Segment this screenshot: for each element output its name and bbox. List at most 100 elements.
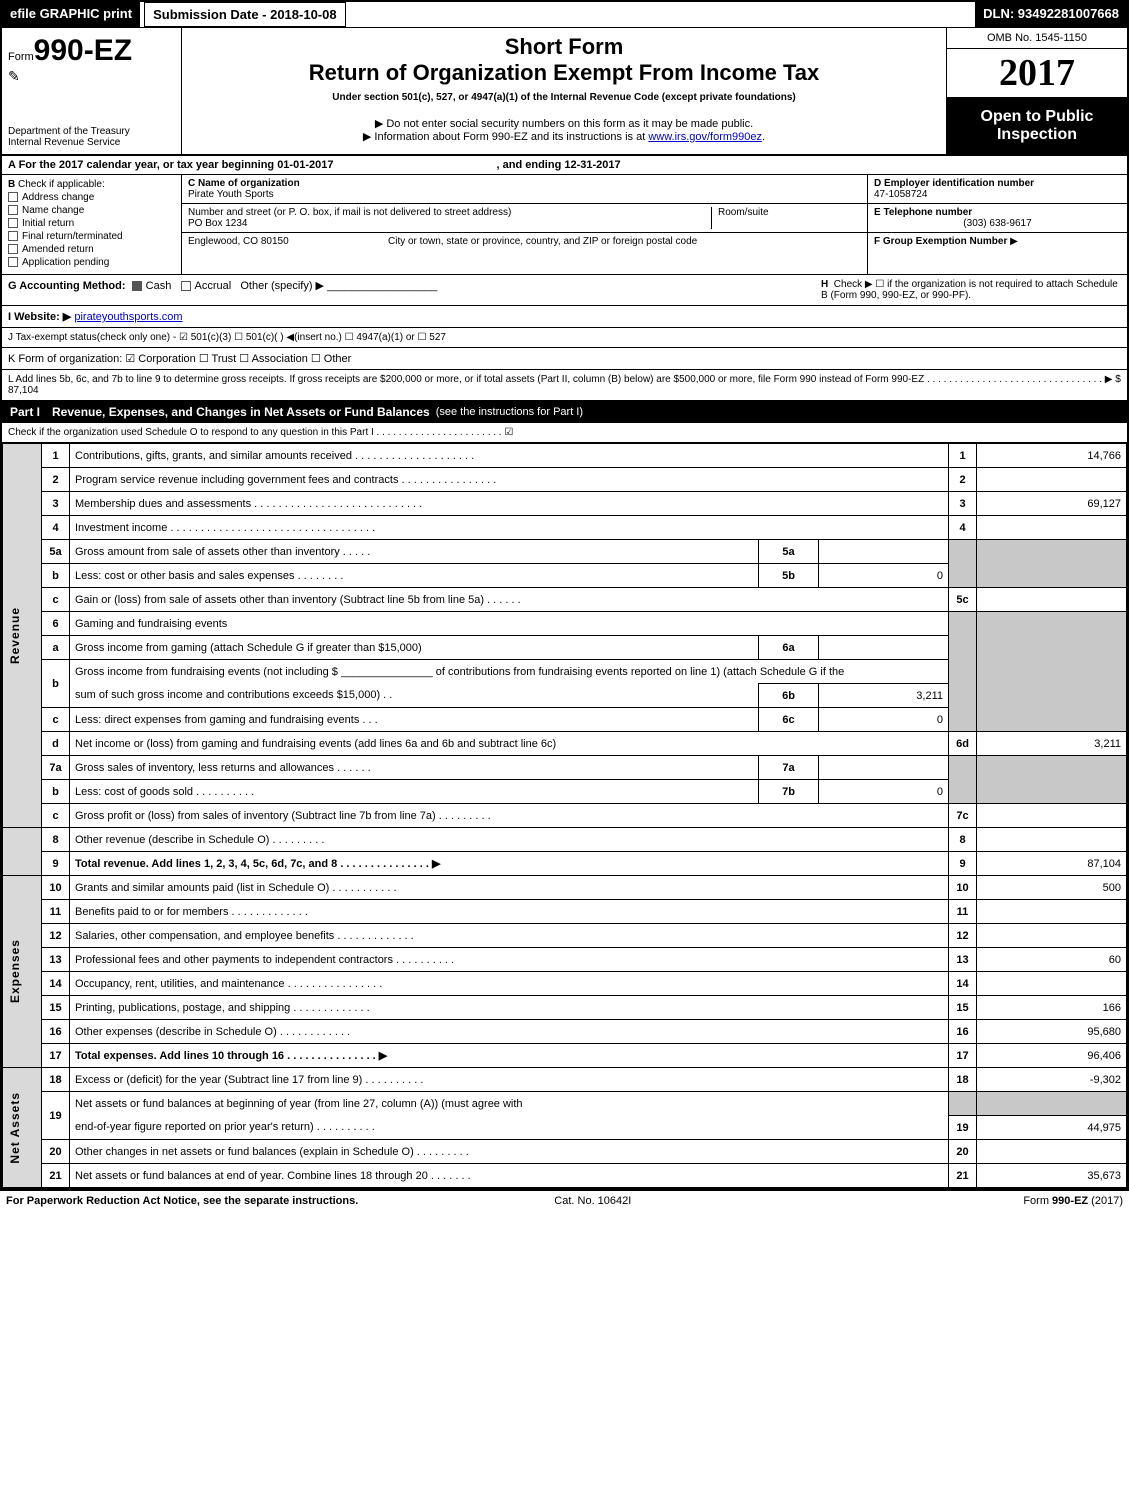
org-street-row: Number and street (or P. O. box, if mail… [182, 204, 867, 233]
table-row: 17Total expenses. Add lines 10 through 1… [3, 1044, 1127, 1068]
form-prefix: Form [8, 51, 34, 63]
tax-year: 2017 [947, 49, 1127, 98]
short-form-label: Short Form [192, 34, 936, 60]
table-row: d Net income or (loss) from gaming and f… [3, 732, 1127, 756]
part-1-check-line: Check if the organization used Schedule … [2, 423, 1127, 443]
org-city-row: Englewood, CO 80150 City or town, state … [182, 233, 867, 250]
side-expenses: Expenses [3, 876, 42, 1068]
I-label: I Website: ▶ [8, 311, 71, 323]
table-row: 21Net assets or fund balances at end of … [3, 1164, 1127, 1188]
form-title: Return of Organization Exempt From Incom… [192, 60, 936, 86]
form-hints: ▶ Do not enter social security numbers o… [192, 117, 936, 143]
chk-name-change[interactable]: Name change [8, 205, 175, 216]
open-to-public-badge: Open to Public Inspection [947, 98, 1127, 154]
form-header-right: OMB No. 1545-1150 2017 Open to Public In… [947, 28, 1127, 154]
section-C-org-info: C Name of organization Pirate Youth Spor… [182, 175, 867, 274]
table-row: 19 Net assets or fund balances at beginn… [3, 1092, 1127, 1116]
form-number-block: Form990-EZ ✎ [8, 34, 175, 85]
line-G-H: G Accounting Method: Cash Accrual Other … [2, 275, 1127, 306]
line-A-taxyear: A For the 2017 calendar year, or tax yea… [2, 156, 1127, 175]
amt-10: 500 [977, 876, 1127, 900]
table-row: 8 Other revenue (describe in Schedule O)… [3, 828, 1127, 852]
efile-badge: efile GRAPHIC print [2, 2, 140, 27]
footer-paperwork: For Paperwork Reduction Act Notice, see … [6, 1195, 358, 1207]
ein-value: 47-1058724 [874, 189, 1121, 200]
table-row: 3 Membership dues and assessments . . . … [3, 492, 1127, 516]
chk-initial-return[interactable]: Initial return [8, 218, 175, 229]
section-DEF: D Employer identification number 47-1058… [867, 175, 1127, 274]
dln-badge: DLN: 93492281007668 [975, 2, 1127, 27]
room-label: Room/suite [718, 207, 861, 218]
table-row: 5a Gross amount from sale of assets othe… [3, 540, 1127, 564]
phone-value: (303) 638-9617 [874, 218, 1121, 229]
table-row: 16Other expenses (describe in Schedule O… [3, 1020, 1127, 1044]
B-check-if: Check if applicable: [18, 179, 105, 190]
treasury-dept: Department of the Treasury Internal Reve… [8, 126, 175, 148]
chk-amended-return[interactable]: Amended return [8, 244, 175, 255]
table-row: Revenue 1 Contributions, gifts, grants, … [3, 444, 1127, 468]
form-header: Form990-EZ ✎ Department of the Treasury … [2, 28, 1127, 156]
footer-form-ref: Form 990-EZ (2017) [1023, 1195, 1123, 1207]
table-row: 7a Gross sales of inventory, less return… [3, 756, 1127, 780]
page-footer: For Paperwork Reduction Act Notice, see … [0, 1190, 1129, 1211]
street-label: Number and street (or P. O. box, if mail… [188, 207, 711, 218]
top-bar: efile GRAPHIC print Submission Date - 20… [2, 2, 1127, 28]
org-name-row: C Name of organization Pirate Youth Spor… [182, 175, 867, 204]
table-row: Expenses 10 Grants and similar amounts p… [3, 876, 1127, 900]
amt-18: -9,302 [977, 1068, 1127, 1092]
dept-line1: Department of the Treasury [8, 126, 175, 137]
part-1-table: Revenue 1 Contributions, gifts, grants, … [2, 443, 1127, 1188]
amt-3: 69,127 [977, 492, 1127, 516]
table-row: 15Printing, publications, postage, and s… [3, 996, 1127, 1020]
table-row: 14Occupancy, rent, utilities, and mainte… [3, 972, 1127, 996]
footer-catno: Cat. No. 10642I [554, 1195, 631, 1207]
hint-info: ▶ Information about Form 990-EZ and its … [192, 130, 936, 143]
city-label: City or town, state or province, country… [368, 236, 861, 247]
submission-date: Submission Date - 2018-10-08 [144, 2, 346, 27]
C-label: C Name of organization [188, 178, 861, 189]
omb-number: OMB No. 1545-1150 [947, 28, 1127, 49]
table-row: 11Benefits paid to or for members . . . … [3, 900, 1127, 924]
chk-application-pending[interactable]: Application pending [8, 257, 175, 268]
table-row: c Gross profit or (loss) from sales of i… [3, 804, 1127, 828]
section-B-through-F: B Check if applicable: Address change Na… [2, 175, 1127, 275]
line-K-form-org: K Form of organization: ☑ Corporation ☐ … [2, 348, 1127, 370]
H-label: H [821, 279, 828, 290]
irs-instructions-link[interactable]: www.irs.gov/form990ez [648, 131, 762, 143]
hint-ssn: ▶ Do not enter social security numbers o… [192, 117, 936, 130]
amt-17: 96,406 [977, 1044, 1127, 1068]
street-value: PO Box 1234 [188, 218, 711, 229]
amt-16: 95,680 [977, 1020, 1127, 1044]
chk-final-return[interactable]: Final return/terminated [8, 231, 175, 242]
city-value: Englewood, CO 80150 [188, 236, 368, 247]
table-row: end-of-year figure reported on prior yea… [3, 1116, 1127, 1140]
form-990ez-page: efile GRAPHIC print Submission Date - 20… [0, 0, 1129, 1190]
amt-1: 14,766 [977, 444, 1127, 468]
form-header-center: Short Form Return of Organization Exempt… [182, 28, 947, 154]
form-number: 990-EZ [34, 34, 132, 67]
table-row: c Gain or (loss) from sale of assets oth… [3, 588, 1127, 612]
D-ein: D Employer identification number 47-1058… [868, 175, 1127, 204]
table-row: 13Professional fees and other payments t… [3, 948, 1127, 972]
table-row: 4 Investment income . . . . . . . . . . … [3, 516, 1127, 540]
table-row: 6 Gaming and fundraising events [3, 612, 1127, 636]
website-link[interactable]: pirateyouthsports.com [74, 311, 182, 323]
org-name: Pirate Youth Sports [188, 189, 861, 200]
F-group-exemption: F Group Exemption Number ▶ [868, 233, 1127, 250]
form-header-left: Form990-EZ ✎ Department of the Treasury … [2, 28, 182, 154]
B-label: B [8, 179, 15, 190]
line-I-website: I Website: ▶ pirateyouthsports.com [2, 306, 1127, 328]
G-label: G Accounting Method: [8, 280, 126, 292]
part-1-label: Part I [10, 405, 40, 419]
chk-address-change[interactable]: Address change [8, 192, 175, 203]
amt-15: 166 [977, 996, 1127, 1020]
amt-9: 87,104 [977, 852, 1127, 876]
amt-6b: 3,211 [819, 684, 949, 708]
part-1-title: Revenue, Expenses, and Changes in Net As… [52, 405, 430, 419]
line-L-gross-receipts: L Add lines 5b, 6c, and 7b to line 9 to … [2, 370, 1127, 401]
table-row: 20Other changes in net assets or fund ba… [3, 1140, 1127, 1164]
table-row: 9 Total revenue. Add lines 1, 2, 3, 4, 5… [3, 852, 1127, 876]
side-revenue: Revenue [3, 444, 42, 828]
table-row: Net Assets 18 Excess or (deficit) for th… [3, 1068, 1127, 1092]
amt-13: 60 [977, 948, 1127, 972]
